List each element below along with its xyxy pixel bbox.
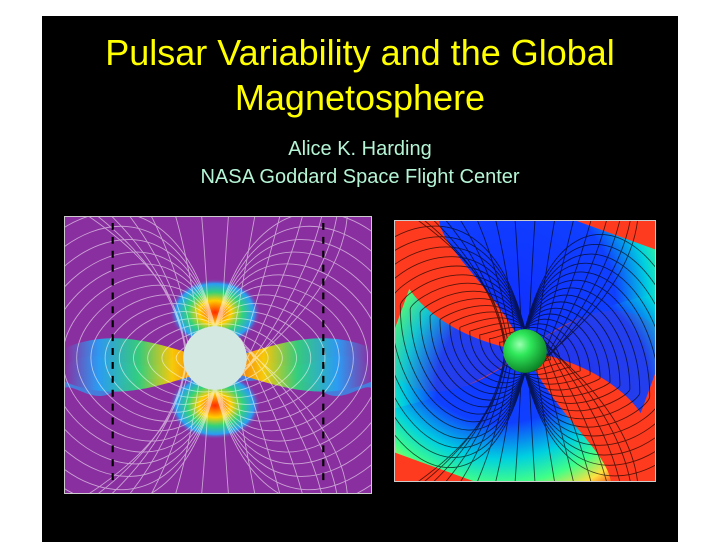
title-line-2: Magnetosphere [235,77,485,118]
author-line: Alice K. Harding [42,138,678,161]
affiliation-line: NASA Goddard Space Flight Center [42,166,678,189]
title-line-1: Pulsar Variability and the Global [105,32,615,73]
figure-left-magnetosphere [64,216,372,494]
slide: Pulsar Variability and the Global Magnet… [42,16,678,542]
figure-row [42,216,678,494]
slide-title: Pulsar Variability and the Global Magnet… [42,30,678,120]
figure-right-spiral [394,220,656,482]
